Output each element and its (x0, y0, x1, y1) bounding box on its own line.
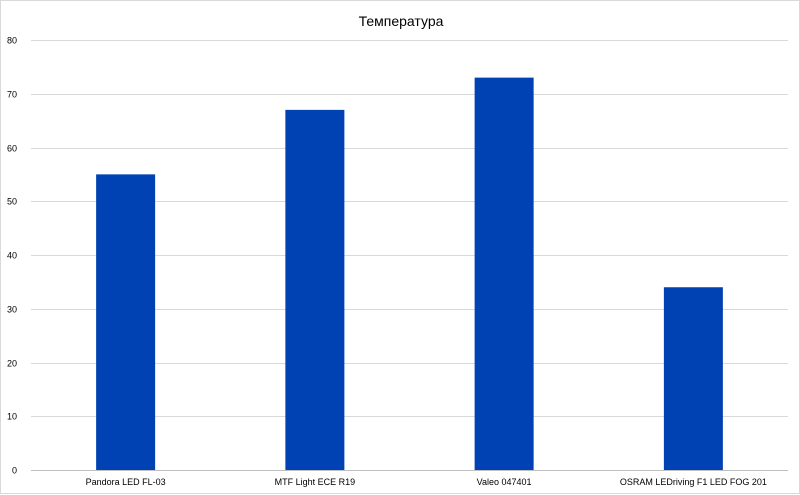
gridlines (31, 40, 788, 471)
bar (663, 287, 723, 470)
y-tick-label: 0 (12, 466, 17, 476)
y-tick-label: 10 (7, 412, 17, 422)
x-category-label: Pandora LED FL-03 (86, 477, 166, 487)
x-category-label: Valeo 047401 (477, 477, 532, 487)
y-tick-label: 50 (7, 197, 17, 207)
bar (96, 174, 156, 470)
bar (285, 109, 345, 470)
bars (96, 77, 723, 470)
y-tick-label: 70 (7, 90, 17, 100)
y-tick-label: 30 (7, 305, 17, 315)
x-axis-category-labels: Pandora LED FL-03 MTF Light ECE R19 Valeo … (86, 477, 767, 487)
y-tick-label: 80 (7, 36, 17, 46)
y-axis-tick-labels: 0 10 20 30 40 50 60 70 80 (7, 36, 17, 476)
bar (474, 77, 534, 470)
chart-title: Температура (359, 13, 444, 29)
y-tick-label: 20 (7, 359, 17, 369)
y-tick-label: 40 (7, 251, 17, 261)
x-category-label: OSRAM LEDriving F1 LED FOG 201 (620, 477, 767, 487)
y-tick-label: 60 (7, 144, 17, 154)
x-category-label: MTF Light ECE R19 (275, 477, 356, 487)
